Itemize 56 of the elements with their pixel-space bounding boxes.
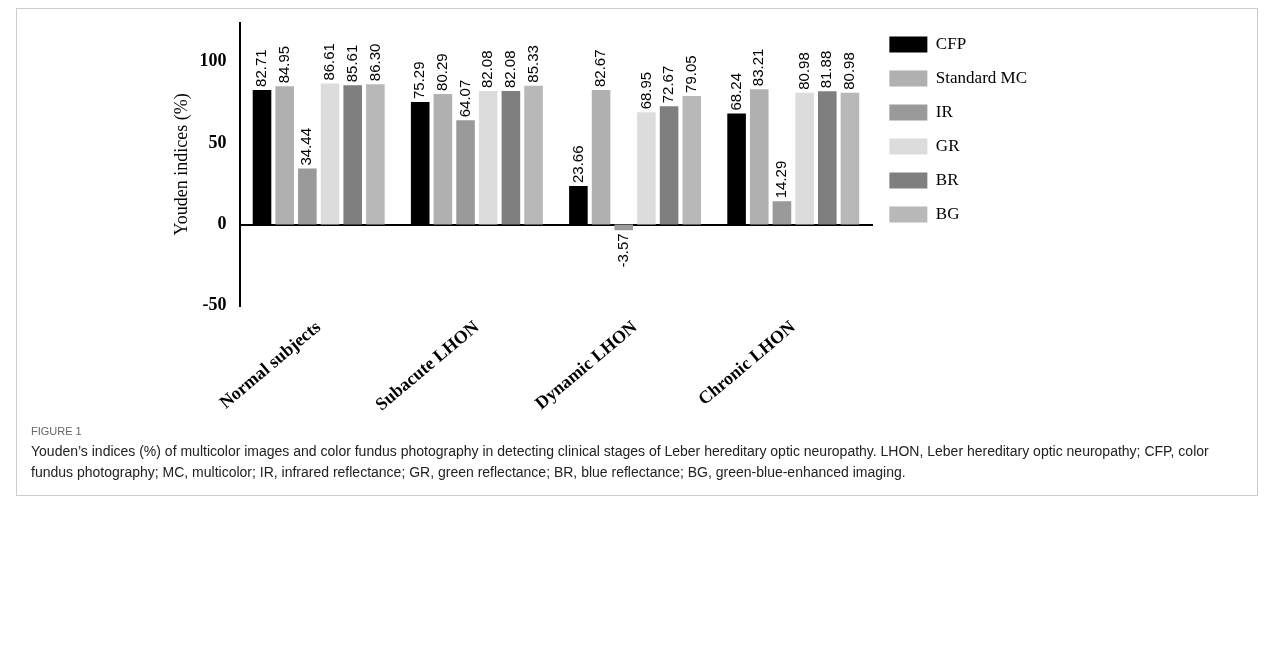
data-label: 72.67 xyxy=(659,65,677,104)
legend-label: BR xyxy=(935,169,960,189)
text: Youden’s indices (%) of multicolor images and color fundus photography in detecting clinical stages of Leber hereditary optic neuropathy. LHON, Leber hereditary optic neuropathy; CFP, color fundus photography; MC, multicolor; IR, infrared reflectance; GR, green reflectance; BR, blue reflectance; BG, green-blue-enhanced imaging. xyxy=(31,442,1210,482)
data-label: 84.95 xyxy=(274,45,292,84)
bar xyxy=(433,93,453,225)
data-label: 34.44 xyxy=(297,127,315,166)
caption: FIGURE 1 xyxy=(31,425,83,437)
data-label: 82.08 xyxy=(478,50,496,88)
bar xyxy=(749,89,769,225)
data-label: 83.21 xyxy=(749,48,767,87)
legend-label: GR xyxy=(935,135,961,155)
data-label: 80.98 xyxy=(794,52,812,90)
legend-label: Standard MC xyxy=(935,67,1028,87)
data-label: 23.66 xyxy=(568,145,586,184)
bar xyxy=(343,85,362,225)
y-tick-label: 100 xyxy=(199,50,227,71)
data-label: 64.07 xyxy=(455,79,473,118)
data-label: 86.61 xyxy=(320,43,338,81)
legend-label: IR xyxy=(935,101,954,121)
data-label: 80.98 xyxy=(840,52,858,90)
data-label: 75.29 xyxy=(410,61,428,100)
data-label: 82.08 xyxy=(501,50,519,88)
bar xyxy=(637,112,656,225)
y-tick-label: -50 xyxy=(202,294,227,315)
bar xyxy=(591,90,611,225)
data-label: 68.24 xyxy=(726,72,744,111)
data-label: -3.57 xyxy=(613,233,631,268)
bar xyxy=(275,86,294,225)
data-label: 68.95 xyxy=(636,71,654,110)
bar xyxy=(795,92,814,225)
data-label: 82.71 xyxy=(252,49,270,87)
bar xyxy=(501,90,521,225)
bar xyxy=(524,85,543,225)
data-label: 85.61 xyxy=(342,44,360,83)
data-label: 85.33 xyxy=(523,45,541,83)
data-label: 14.29 xyxy=(772,160,790,199)
data-label: 86.30 xyxy=(365,43,383,82)
legend-label: CFP xyxy=(935,33,967,53)
y-axis-title: Youden indices (%) xyxy=(170,93,192,236)
data-label: 80.29 xyxy=(433,53,451,91)
bar xyxy=(366,84,385,225)
bar xyxy=(659,106,679,225)
data-label: 81.88 xyxy=(817,50,835,89)
bar xyxy=(772,201,792,225)
legend-label: BG xyxy=(935,203,960,223)
data-label: 79.05 xyxy=(681,55,699,93)
y-tick-label: 0 xyxy=(217,213,227,234)
bar xyxy=(320,83,340,225)
bar xyxy=(456,120,475,225)
bar xyxy=(817,91,837,225)
data-label: 82.67 xyxy=(591,49,609,88)
y-tick-label: 50 xyxy=(208,131,227,152)
bar xyxy=(478,90,498,225)
bar xyxy=(840,92,860,225)
bar xyxy=(682,95,702,225)
bar xyxy=(298,168,317,225)
